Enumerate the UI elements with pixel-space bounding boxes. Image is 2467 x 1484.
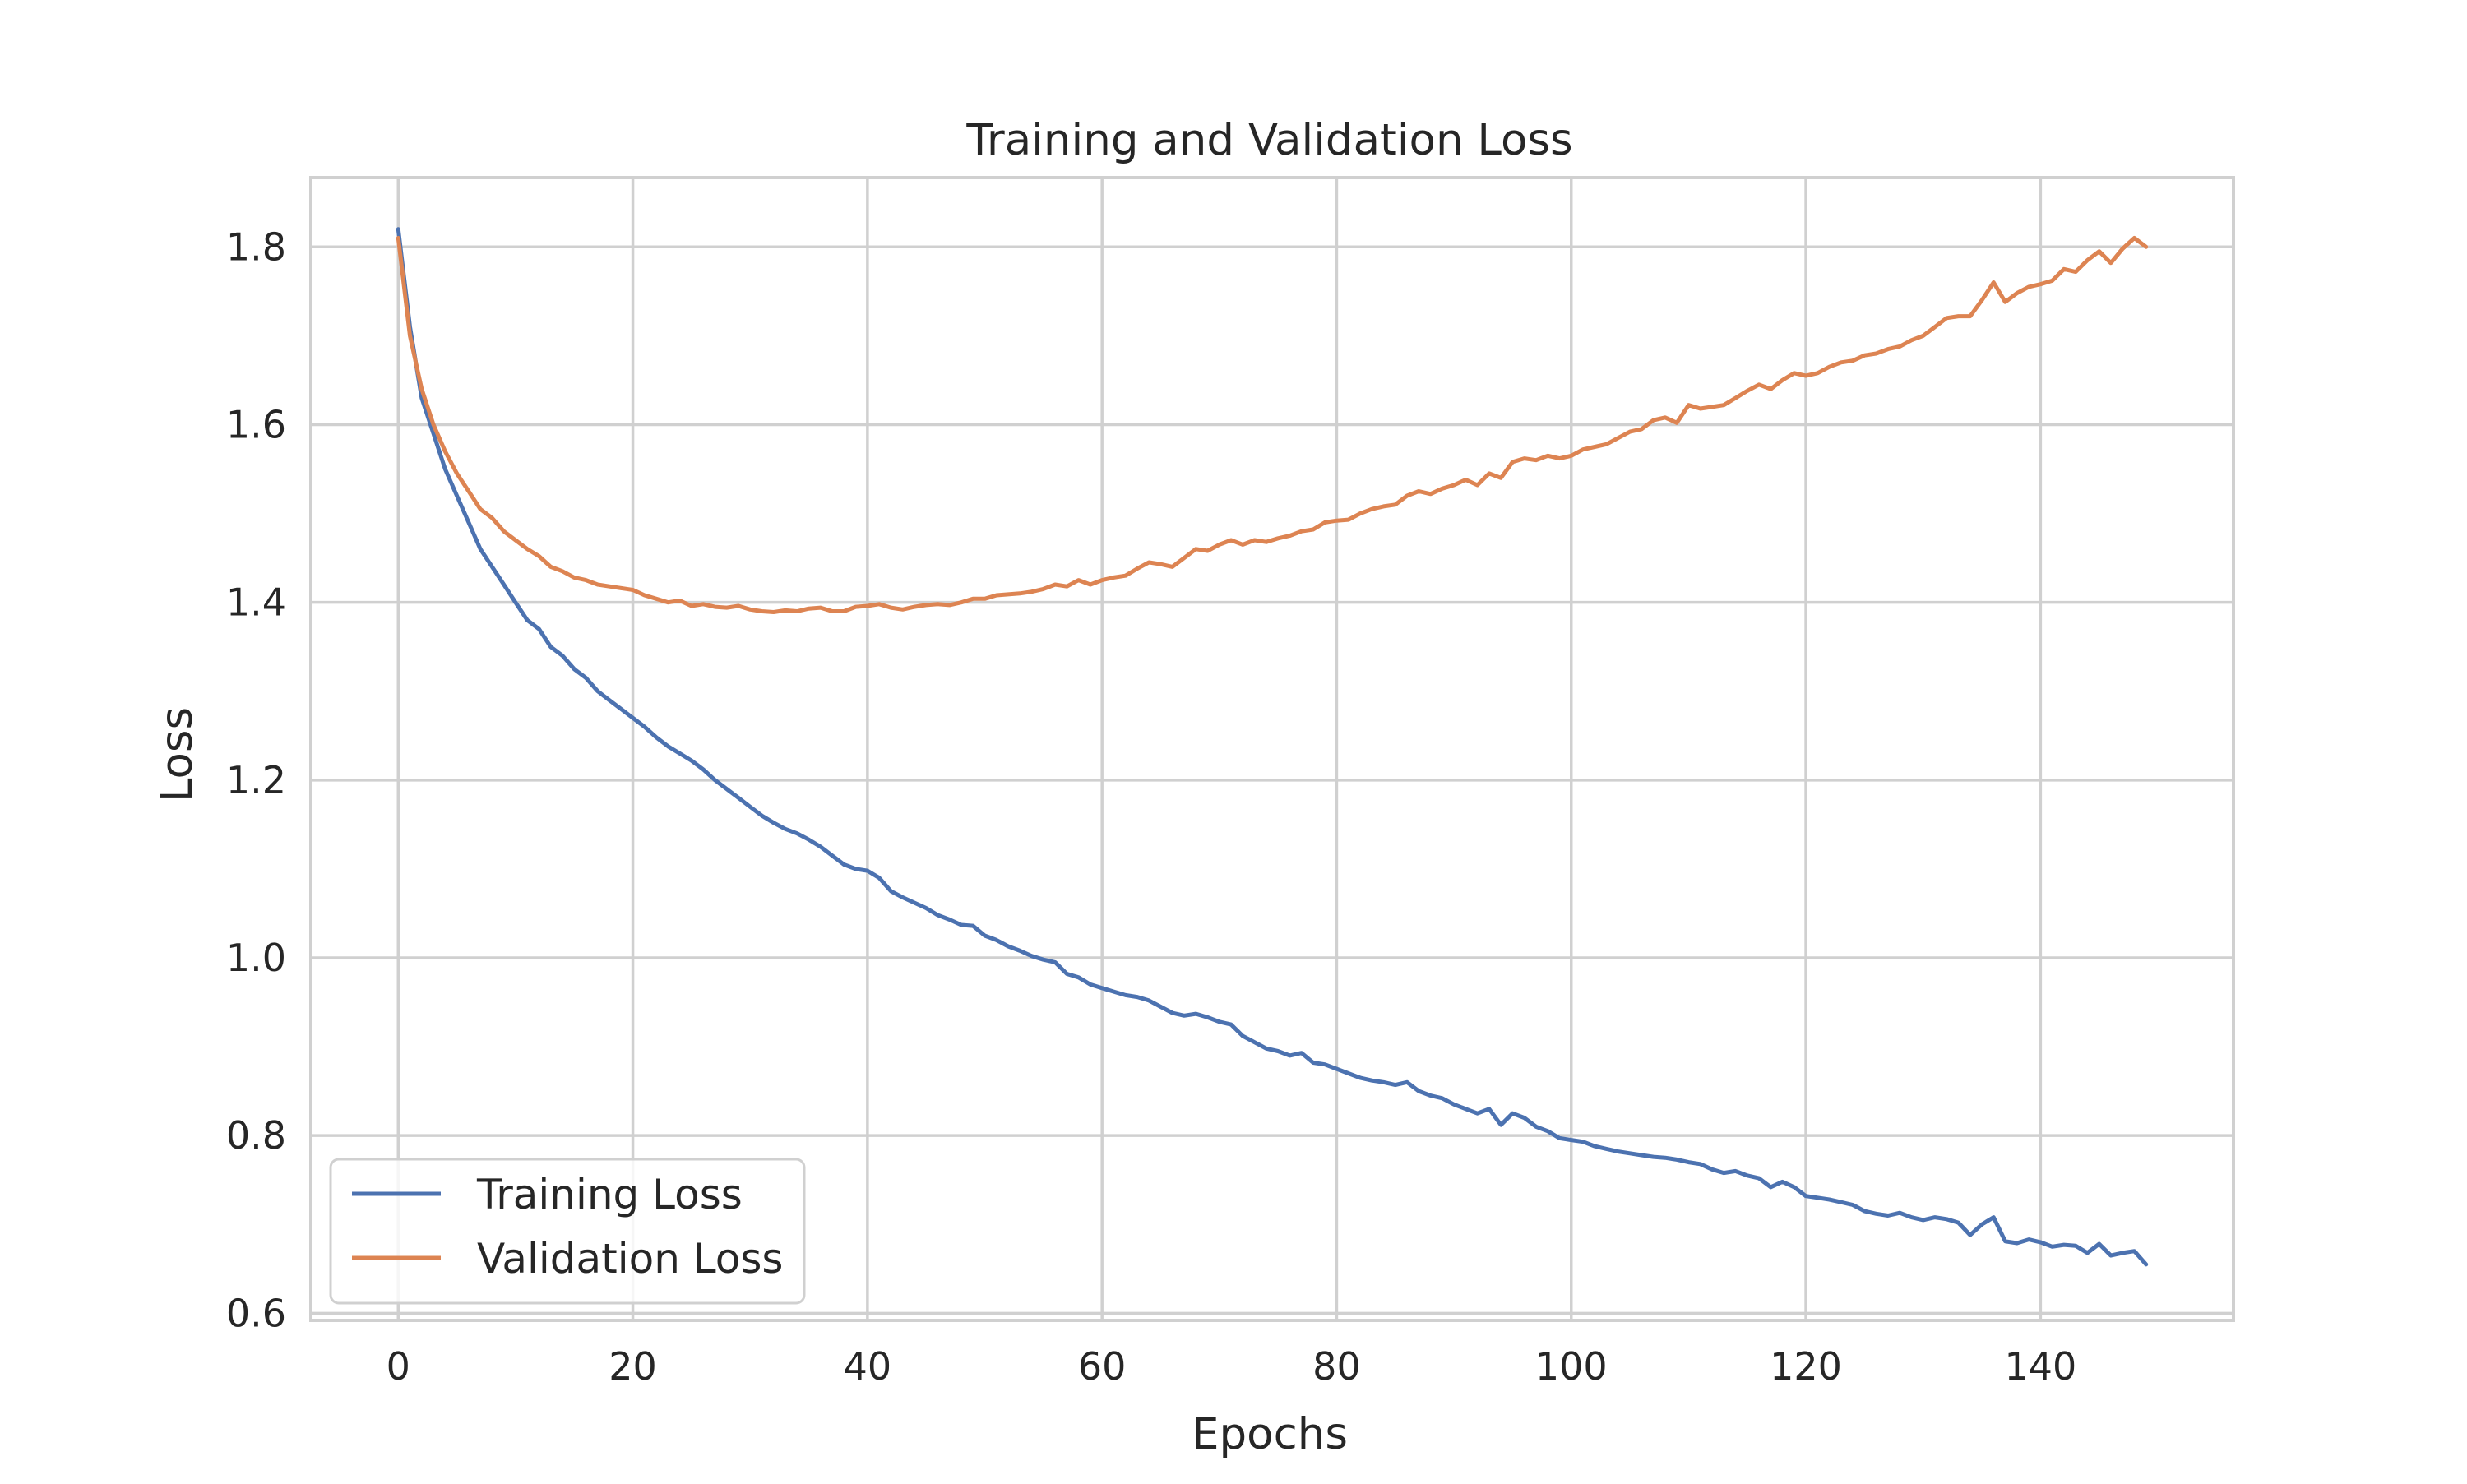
y-tick-label: 1.8 [226,224,286,269]
legend-box [329,1158,806,1305]
y-tick-label: 0.8 [226,1113,286,1158]
x-tick-label: 80 [1312,1344,1361,1389]
legend-label-validation: Validation Loss [477,1235,783,1283]
x-tick-label: 40 [844,1344,892,1389]
series-line-training-loss [396,227,2149,1267]
y-axis-label: Loss [152,707,202,802]
y-axis-ticks: 0.6 0.8 1.0 1.2 1.4 1.6 1.8 [226,224,286,1335]
y-tick-label: 1.4 [226,580,286,625]
y-tick-label: 1.6 [226,402,286,446]
y-tick-label: 0.6 [226,1291,286,1335]
plot-area-frame [309,176,2235,1322]
chart-title: Training and Validation Loss [965,115,1572,165]
series-layer [396,227,2149,1267]
x-tick-label: 120 [1770,1344,1842,1389]
x-tick-label: 0 [386,1344,410,1389]
y-tick-label: 1.2 [226,758,286,802]
x-axis-ticks: 0 20 40 60 80 100 120 140 [386,1344,2077,1389]
x-tick-label: 20 [609,1344,657,1389]
legend-label-training: Training Loss [476,1171,743,1218]
x-tick-label: 60 [1078,1344,1127,1389]
x-tick-label: 100 [1535,1344,1608,1389]
x-axis-label: Epochs [1192,1409,1348,1459]
series-line-validation-loss [396,236,2149,614]
y-tick-label: 1.0 [226,936,286,980]
grid [311,178,2233,1320]
x-tick-label: 140 [2004,1344,2076,1389]
legend: Training Loss Validation Loss [329,1158,806,1305]
